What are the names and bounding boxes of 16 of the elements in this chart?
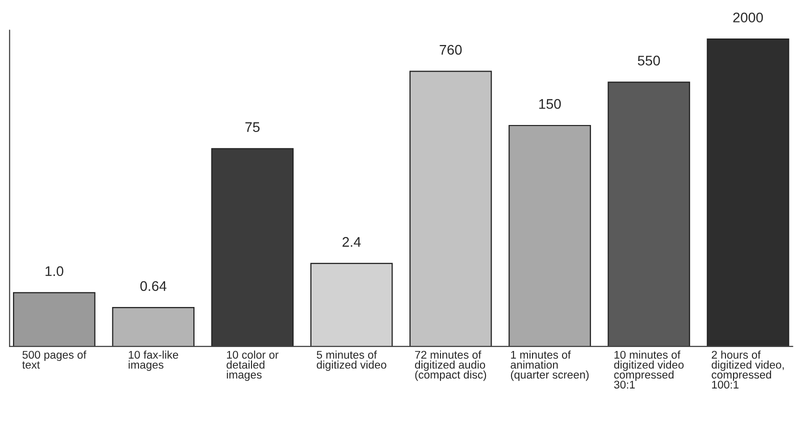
x-tick-label: 500 pages of text — [22, 350, 86, 369]
x-tick-label: 1 minutes of animation (quarter screen) — [510, 350, 589, 381]
x-tick-label: 5 minutes of digitized video — [316, 350, 386, 371]
x-tick-label: 10 minutes of digitized video compressed 30:1 — [614, 350, 684, 389]
x-tick-label: 10 fax-like images — [128, 350, 178, 371]
x-tick-label: 2 hours of digitized video, compressed 100:1 — [712, 350, 784, 389]
data-label: 0.64 — [140, 281, 166, 291]
data-label: 2.4 — [342, 237, 361, 247]
x-tick-label: 10 color or detailed images — [226, 350, 278, 381]
data-label: 150 — [539, 99, 561, 109]
data-label: 75 — [245, 122, 260, 132]
x-tick-label: 72 minutes of digitized audio (compact disc) — [415, 350, 486, 381]
data-label: 760 — [440, 44, 462, 55]
data-label: 550 — [638, 56, 660, 66]
data-label: 1.0 — [46, 266, 64, 276]
data-label: 2000 — [733, 12, 763, 22]
